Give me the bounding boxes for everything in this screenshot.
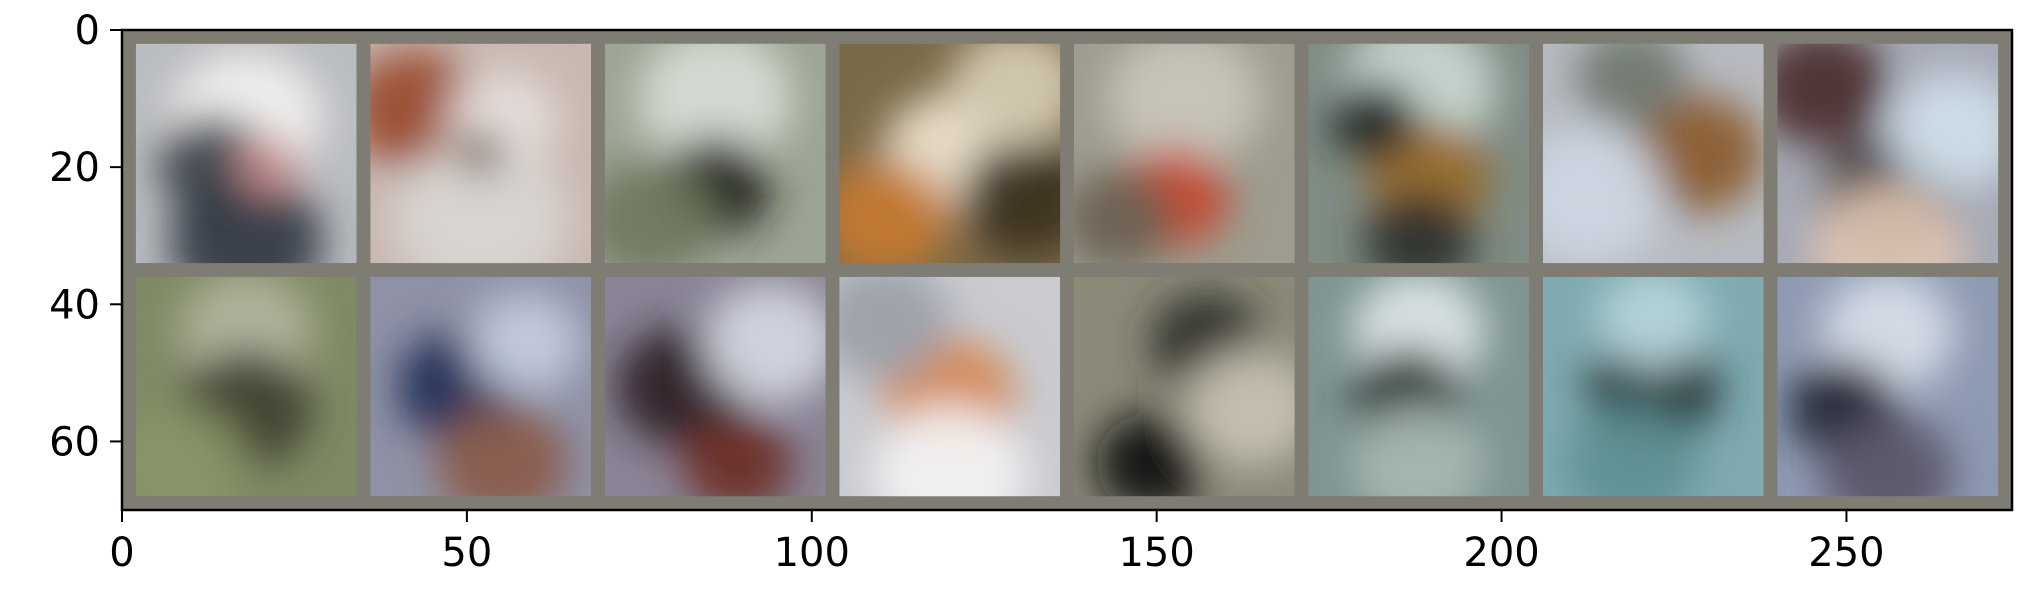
image-tile (1777, 276, 1999, 497)
image-tile (135, 276, 357, 497)
tile-color-blob (872, 405, 1027, 497)
image-tile (604, 276, 826, 497)
image-tile (1308, 43, 1530, 264)
y-tick-label: 0 (75, 8, 100, 54)
tile-color-blob (1330, 81, 1419, 161)
tile-color-blob (458, 133, 503, 174)
image-tile (135, 43, 357, 264)
x-tick-label: 200 (1463, 530, 1539, 576)
image-tile (1542, 43, 1764, 264)
tile-color-blob (682, 414, 793, 497)
tile-color-blob (436, 404, 569, 497)
y-axis: 0 20 40 60 (49, 8, 122, 465)
axes-frame (120, 28, 2014, 512)
tile-color-blob (604, 160, 716, 264)
image-tile (1073, 43, 1295, 264)
tile-color-blob (1095, 414, 1207, 497)
tile-color-blob (839, 276, 950, 380)
image-tile (839, 43, 1061, 264)
tile-color-blob (168, 172, 324, 264)
tile-color-blob (1887, 72, 1999, 191)
tile-color-blob (1810, 183, 1966, 264)
y-tick-label: 20 (49, 145, 100, 191)
tile-color-blob (1073, 169, 1174, 264)
tile-color-blob (704, 283, 826, 402)
tile-color-blob (949, 43, 1061, 147)
tile-color-blob (1542, 128, 1665, 264)
tile-color-blob (1352, 404, 1485, 497)
tile-color-blob (1821, 415, 1955, 497)
x-tick-label: 250 (1808, 530, 1884, 576)
image-tile (604, 43, 826, 264)
y-tick-label: 40 (49, 282, 100, 328)
tile-color-blob (1107, 43, 1262, 168)
x-tick-label: 50 (441, 530, 492, 576)
tile-color-blob (1565, 404, 1698, 497)
tile-color-blob (392, 140, 569, 264)
tile-color-blob (469, 293, 581, 393)
tile-color-blob (637, 43, 793, 168)
tile-color-blob (1576, 43, 1687, 126)
tile-color-blob (960, 138, 1061, 257)
x-axis: 0 50 100 150 200 250 (109, 510, 1885, 576)
image-tile (370, 43, 592, 264)
x-tick-label: 150 (1118, 530, 1194, 576)
tile-color-blob (1631, 94, 1764, 213)
image-tile (1777, 43, 1999, 264)
image-tile (1542, 276, 1764, 497)
x-tick-label: 100 (774, 530, 850, 576)
tile-color-blob (839, 160, 950, 264)
plot-area (120, 28, 2014, 512)
image-tile (1308, 276, 1530, 497)
y-tick-label: 60 (49, 419, 100, 465)
image-tile (839, 276, 1061, 497)
tile-color-blob (235, 134, 302, 195)
image-tile (370, 276, 592, 497)
tile-color-blob (135, 404, 247, 497)
tile-color-blob (1184, 349, 1295, 468)
tile-color-blob (1777, 43, 1888, 147)
tile-color-blob (1363, 191, 1474, 264)
image-tile (1073, 276, 1295, 497)
x-tick-label: 0 (109, 530, 134, 576)
tile-color-blob (1598, 276, 1709, 371)
